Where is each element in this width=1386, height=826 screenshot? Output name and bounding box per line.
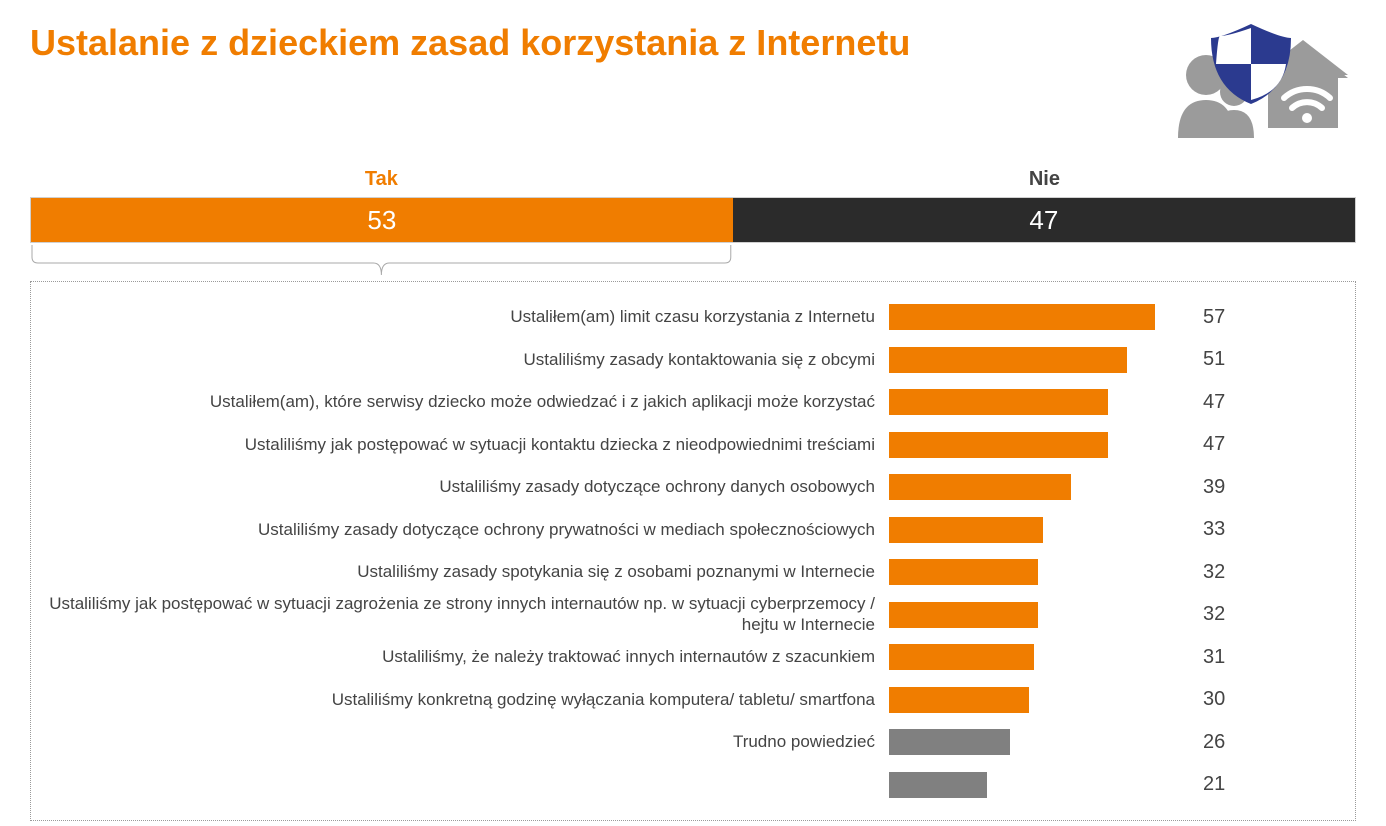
detail-row: Ustaliliśmy jak postępować w sytuacji ko… [49, 424, 1337, 467]
detail-row-label: Trudno powiedzieć [49, 732, 889, 752]
detail-row-value: 51 [1189, 348, 1225, 371]
detail-row-value: 47 [1189, 391, 1225, 414]
bracket-connector [30, 243, 1356, 277]
detail-row-label: Ustaliliśmy zasady kontaktowania się z o… [49, 350, 889, 370]
detail-row-value: 39 [1189, 476, 1225, 499]
detail-row-value: 30 [1189, 688, 1225, 711]
detail-row-bar [889, 772, 987, 798]
detail-row-value: 32 [1189, 603, 1225, 626]
detail-row-bar [889, 644, 1034, 670]
detail-row-bar [889, 304, 1155, 330]
stacked-label-1: Nie [733, 168, 1356, 191]
detail-bar-chart: Ustaliłem(am) limit czasu korzystania z … [30, 281, 1356, 821]
detail-row-label: Ustaliliśmy, że należy traktować innych … [49, 647, 889, 667]
detail-row-value: 47 [1189, 433, 1225, 456]
detail-row-value: 31 [1189, 646, 1225, 669]
detail-row-value: 33 [1189, 518, 1225, 541]
detail-row-bar [889, 602, 1038, 628]
detail-row-label: Ustaliliśmy jak postępować w sytuacji za… [49, 594, 889, 635]
detail-row-bar [889, 517, 1043, 543]
detail-row-value: 26 [1189, 731, 1225, 754]
detail-row-bar [889, 474, 1071, 500]
stacked-label-0: Tak [30, 168, 733, 191]
detail-row-label: Ustaliłem(am) limit czasu korzystania z … [49, 307, 889, 327]
detail-row-label: Ustaliłem(am), które serwisy dziecko moż… [49, 392, 889, 412]
detail-row-bar [889, 389, 1108, 415]
detail-row-label: Ustaliliśmy jak postępować w sytuacji ko… [49, 435, 889, 455]
detail-row: Ustaliliśmy, że należy traktować innych … [49, 636, 1337, 679]
yes-no-stacked-chart: TakNie 5347 [30, 168, 1356, 277]
detail-row: Trudno powiedzieć 26 [49, 721, 1337, 764]
detail-row-label: Ustaliliśmy zasady dotyczące ochrony pry… [49, 520, 889, 540]
detail-row-label: Ustaliliśmy konkretną godzinę wyłączania… [49, 690, 889, 710]
detail-row-value: 32 [1189, 561, 1225, 584]
detail-row: Ustaliliśmy zasady dotyczące ochrony pry… [49, 509, 1337, 552]
detail-row: Ustaliliśmy konkretną godzinę wyłączania… [49, 679, 1337, 722]
page-title: Ustalanie z dzieckiem zasad korzystania … [30, 20, 910, 65]
detail-row-bar [889, 687, 1029, 713]
detail-row: Ustaliliśmy zasady kontaktowania się z o… [49, 339, 1337, 382]
detail-row: Ustaliłem(am) limit czasu korzystania z … [49, 296, 1337, 339]
detail-row: Ustaliłem(am), które serwisy dziecko moż… [49, 381, 1337, 424]
detail-row-label: Ustaliliśmy zasady spotykania się z osob… [49, 562, 889, 582]
detail-row-bar [889, 559, 1038, 585]
detail-row-bar [889, 432, 1108, 458]
detail-row-value: 21 [1189, 773, 1225, 796]
detail-row: 21 [49, 764, 1337, 807]
header-icon-cluster [1156, 20, 1356, 140]
stacked-segment-1: 47 [733, 198, 1355, 242]
detail-row: Ustaliliśmy jak postępować w sytuacji za… [49, 594, 1337, 637]
detail-row: Ustaliliśmy zasady dotyczące ochrony dan… [49, 466, 1337, 509]
detail-row: Ustaliliśmy zasady spotykania się z osob… [49, 551, 1337, 594]
stacked-bar: 5347 [30, 197, 1356, 243]
detail-row-bar [889, 347, 1127, 373]
detail-row-label: Ustaliliśmy zasady dotyczące ochrony dan… [49, 477, 889, 497]
detail-row-bar [889, 729, 1010, 755]
detail-row-value: 57 [1189, 306, 1225, 329]
stacked-segment-0: 53 [31, 198, 733, 242]
